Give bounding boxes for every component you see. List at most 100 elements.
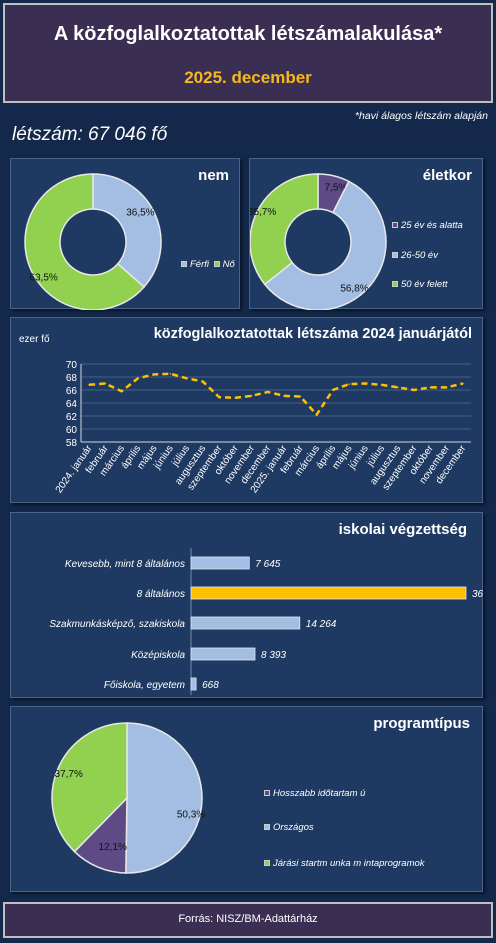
program-legend-item-3: Járási startm unka m intaprogramok bbox=[264, 858, 425, 869]
edu-value-label-1: 36 062 bbox=[472, 589, 484, 600]
source-note: Forrás: NISZ/BM-Adattárház bbox=[178, 913, 318, 925]
age-donut-chart: 7,5% 56,8% 35,7% bbox=[250, 173, 387, 310]
program-legend-item-2: Országos bbox=[264, 822, 314, 833]
header-banner: A közfoglalkoztatottak létszámalakulása*… bbox=[3, 3, 493, 103]
program-title: programtípus bbox=[373, 715, 470, 732]
trend-ylabel: ezer fő bbox=[19, 334, 50, 345]
trend-ytick-1: 60 bbox=[66, 425, 78, 436]
trend-point-8 bbox=[218, 396, 220, 398]
trend-point-21 bbox=[429, 386, 432, 389]
age-value-label-2: 35,7% bbox=[250, 207, 276, 218]
legend-label: 25 év és alatta bbox=[401, 220, 463, 231]
program-legend-item-1: Hosszabb időtartam ú bbox=[264, 788, 365, 799]
age-legend-item-3: 50 év felett bbox=[392, 279, 447, 290]
trend-point-5 bbox=[169, 372, 172, 375]
footnote: *havi álagos létszám alapján bbox=[354, 110, 488, 122]
education-bar-chart: Kevesebb, mint 8 általános 7 645 8 általán… bbox=[49, 548, 484, 695]
gender-legend: Férfi Nő bbox=[181, 259, 235, 270]
gender-value-label-0: 36,5% bbox=[126, 208, 154, 219]
edu-category-label-2: Szakmunkásképző, szakiskola bbox=[49, 619, 185, 630]
trend-point-12 bbox=[283, 395, 285, 397]
trend-point-13 bbox=[299, 395, 302, 398]
legend-swatch bbox=[264, 790, 270, 797]
legend-swatch bbox=[392, 222, 398, 229]
headcount-trend-panel: közfoglalkoztatottak létszáma 2024 januá… bbox=[10, 317, 483, 503]
total-headcount: létszám: 67 046 fő bbox=[12, 124, 168, 145]
edu-value-label-0: 7 645 bbox=[255, 559, 280, 570]
prog-value-label-0: 50,3% bbox=[177, 809, 205, 820]
trend-point-0 bbox=[88, 384, 90, 386]
gender-donut-chart: 36,5% 63,5% bbox=[24, 173, 162, 310]
trend-ytick-4: 66 bbox=[66, 386, 78, 397]
education-panel: iskolai végzettség Kevesebb, mint 8 álta… bbox=[10, 512, 484, 698]
edu-bar-4 bbox=[190, 677, 197, 691]
edu-value-label-3: 8 393 bbox=[261, 650, 286, 661]
trend-point-15 bbox=[332, 389, 334, 391]
trend-title: közfoglalkoztatottak létszáma 2024 januá… bbox=[153, 326, 472, 342]
trend-point-6 bbox=[185, 377, 188, 380]
age-panel: életkor 7,5% 56,8% 35,7% 25 év és alatta 2… bbox=[249, 158, 483, 310]
legend-swatch bbox=[264, 860, 270, 867]
legend-label: Járási startm unka m intaprogramok bbox=[273, 858, 425, 869]
edu-category-label-0: Kevesebb, mint 8 általános bbox=[65, 559, 185, 570]
prog-slice-2 bbox=[51, 722, 128, 853]
trend-point-11 bbox=[267, 391, 269, 393]
gender-slice-1 bbox=[24, 173, 146, 310]
prog-value-label-1: 12,1% bbox=[99, 842, 127, 853]
edu-category-label-3: Középiskola bbox=[131, 650, 185, 661]
program-pie-chart: 50,3% 12,1% 37,7% bbox=[51, 722, 205, 874]
trend-point-4 bbox=[153, 373, 155, 376]
gender-title: nem bbox=[198, 167, 229, 184]
gender-panel: nem 36,5% 63,5% Férfi Nő bbox=[10, 158, 240, 310]
gender-value-label-1: 63,5% bbox=[29, 272, 57, 283]
age-legend-item-2: 26-50 év bbox=[392, 250, 438, 261]
trend-ytick-3: 64 bbox=[66, 399, 78, 410]
legend-swatch bbox=[213, 261, 220, 268]
edu-bar-2 bbox=[190, 616, 301, 630]
edu-value-label-4: 668 bbox=[202, 680, 219, 691]
legend-swatch bbox=[264, 824, 270, 831]
trend-point-17 bbox=[364, 382, 367, 385]
edu-value-label-2: 14 264 bbox=[306, 619, 337, 630]
legend-label: 50 év felett bbox=[401, 279, 448, 290]
trend-ytick-2: 62 bbox=[66, 412, 78, 423]
prog-value-label-2: 37,7% bbox=[55, 769, 83, 780]
legend-label: Országos bbox=[273, 822, 314, 833]
legend-label-no: Nő bbox=[222, 259, 235, 270]
footer-banner: Forrás: NISZ/BM-Adattárház bbox=[3, 902, 493, 938]
trend-ytick-5: 68 bbox=[66, 373, 78, 384]
trend-ytick-0: 58 bbox=[66, 438, 78, 449]
trend-point-7 bbox=[202, 380, 204, 383]
legend-label: Hosszabb időtartam ú bbox=[273, 788, 366, 799]
age-slice-2 bbox=[250, 173, 319, 286]
age-value-label-1: 56,8% bbox=[340, 283, 368, 294]
legend-swatch bbox=[392, 252, 398, 259]
page-title: A közfoglalkoztatottak létszámalakulása* bbox=[53, 23, 443, 45]
age-legend-item-1: 25 év és alatta bbox=[392, 220, 463, 231]
legend-swatch bbox=[181, 261, 187, 268]
edu-bar-3 bbox=[190, 647, 256, 661]
trend-series-line bbox=[89, 372, 464, 416]
program-panel: programtípus 50,3% 12,1% 37,7% Hosszabb id… bbox=[10, 706, 483, 892]
education-title: iskolai végzettség bbox=[338, 521, 467, 538]
edu-category-label-1: 8 általános bbox=[137, 589, 185, 600]
trend-point-19 bbox=[397, 386, 399, 389]
trend-point-22 bbox=[445, 386, 448, 389]
trend-point-18 bbox=[380, 384, 383, 386]
trend-point-2 bbox=[120, 390, 123, 393]
prog-slice-0 bbox=[125, 722, 203, 874]
age-value-label-0: 7,5% bbox=[325, 182, 348, 193]
trend-point-1 bbox=[104, 382, 107, 385]
edu-bar-0 bbox=[190, 556, 250, 570]
trend-point-20 bbox=[413, 389, 415, 391]
edu-bar-1 bbox=[190, 586, 467, 600]
trend-point-23 bbox=[462, 382, 464, 385]
legend-label-ferfi: Férfi bbox=[190, 259, 209, 270]
trend-point-3 bbox=[137, 377, 139, 380]
trend-point-14 bbox=[315, 413, 318, 416]
trend-point-9 bbox=[234, 397, 237, 399]
gender-slice-0 bbox=[92, 173, 162, 289]
legend-swatch bbox=[392, 281, 398, 288]
